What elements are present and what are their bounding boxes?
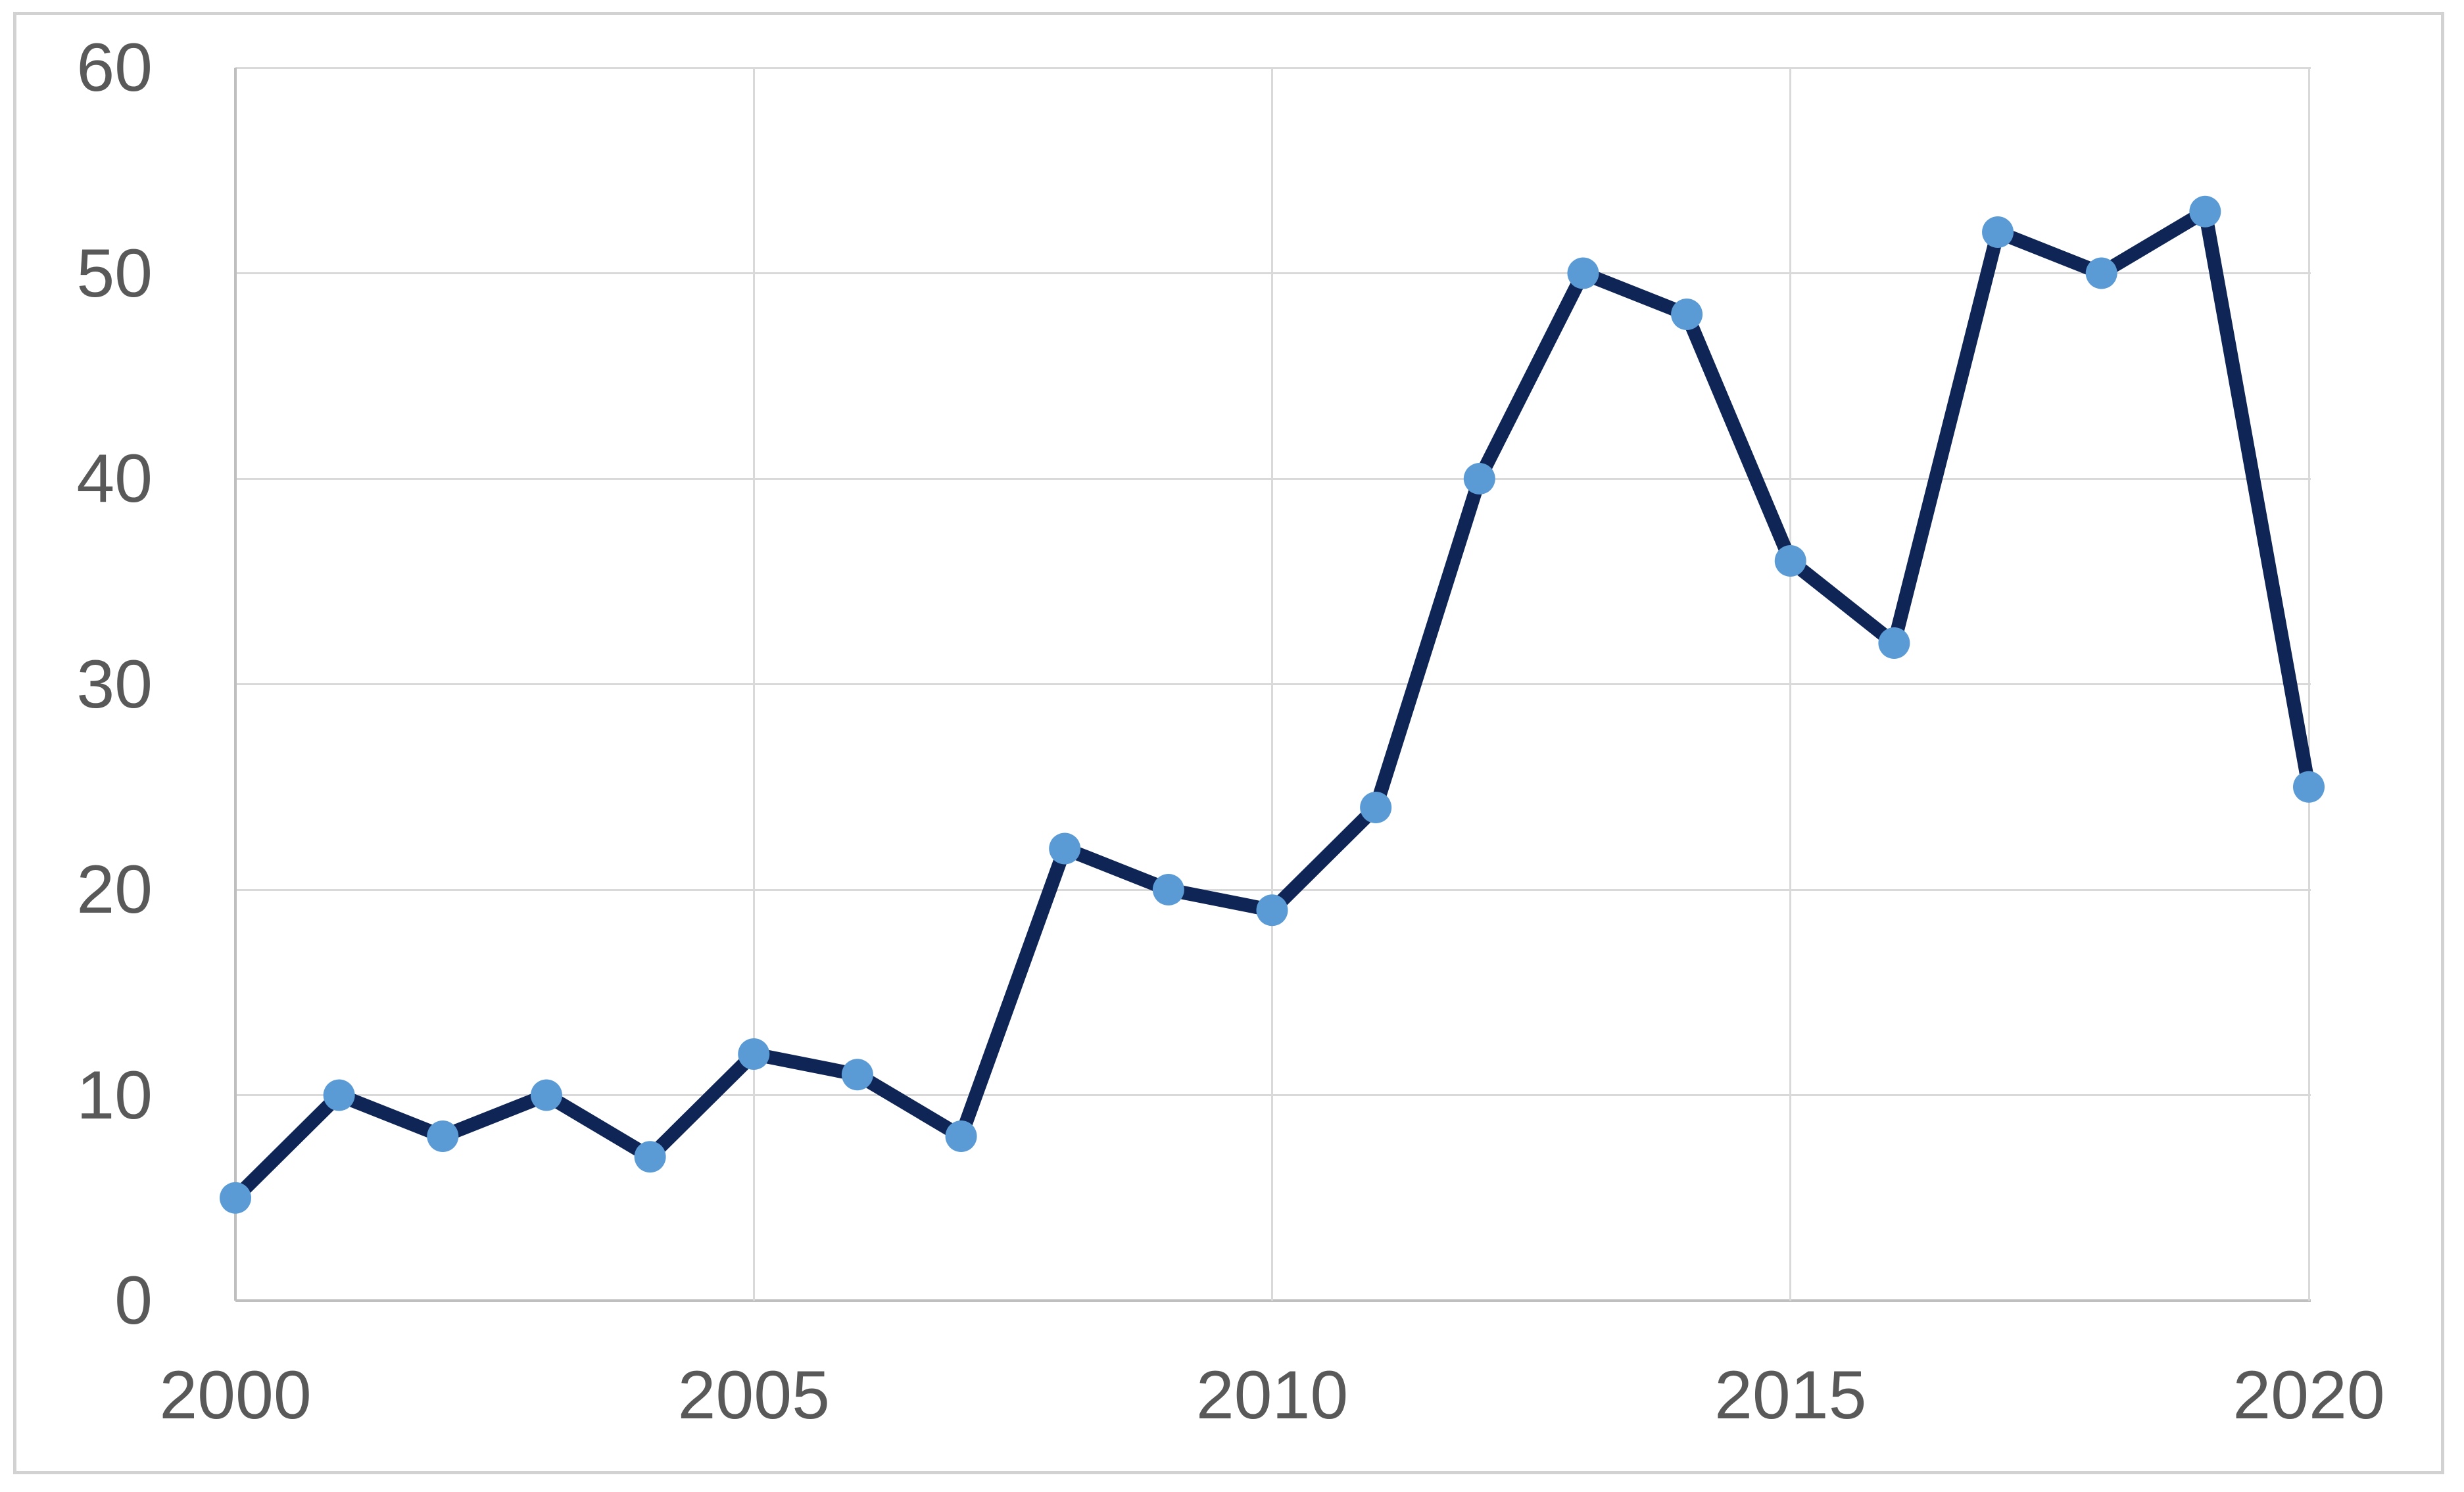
v-gridline-2020 [2307, 68, 2310, 1301]
x-axis-tick-label-2005: 2005 [677, 1357, 830, 1433]
data-point-2009 [1152, 874, 1184, 905]
h-gridline-30 [235, 683, 2311, 685]
data-point-2011 [1360, 792, 1392, 823]
h-gridline-0 [235, 1299, 2311, 1302]
y-axis-tick-label-30: 30 [76, 646, 153, 723]
data-point-2005 [738, 1038, 770, 1070]
data-point-2004 [634, 1141, 666, 1173]
data-point-2001 [323, 1079, 355, 1111]
data-point-2002 [427, 1120, 459, 1152]
y-axis-tick-label-10: 10 [76, 1057, 153, 1134]
data-point-2019 [2189, 195, 2221, 228]
data-point-2000 [220, 1182, 251, 1214]
data-point-2008 [1049, 832, 1081, 865]
data-point-2017 [1982, 216, 2014, 248]
data-point-2014 [1671, 299, 1703, 330]
x-axis-tick-label-2015: 2015 [1714, 1357, 1867, 1433]
data-point-2003 [530, 1079, 562, 1111]
data-point-2010 [1256, 894, 1288, 926]
data-point-2016 [1878, 627, 1910, 659]
v-gridline-2010 [1271, 68, 1273, 1301]
h-gridline-40 [235, 477, 2311, 480]
h-gridline-50 [235, 272, 2311, 274]
data-point-2020 [2293, 771, 2325, 803]
y-axis-tick-label-40: 40 [76, 441, 153, 517]
data-point-2006 [841, 1059, 873, 1091]
v-gridline-2000 [234, 68, 237, 1301]
data-point-2013 [1567, 257, 1599, 289]
h-gridline-10 [235, 1094, 2311, 1096]
v-gridline-2005 [752, 68, 755, 1301]
y-axis-tick-label-0: 0 [114, 1263, 153, 1339]
data-point-2012 [1463, 463, 1495, 494]
x-axis-tick-label-2010: 2010 [1196, 1357, 1349, 1433]
data-point-2015 [1774, 545, 1806, 577]
data-point-2018 [2085, 257, 2117, 289]
data-point-2007 [945, 1120, 977, 1152]
y-axis-tick-label-60: 60 [76, 30, 153, 106]
x-axis-tick-label-2020: 2020 [2233, 1357, 2385, 1433]
v-gridline-2015 [1789, 68, 1792, 1301]
y-axis-tick-label-50: 50 [76, 235, 153, 312]
x-axis-tick-label-2000: 2000 [159, 1357, 312, 1433]
series-line [228, 205, 2316, 1205]
h-gridline-20 [235, 888, 2311, 891]
h-gridline-60 [235, 66, 2311, 69]
y-axis-tick-label-20: 20 [76, 852, 153, 928]
